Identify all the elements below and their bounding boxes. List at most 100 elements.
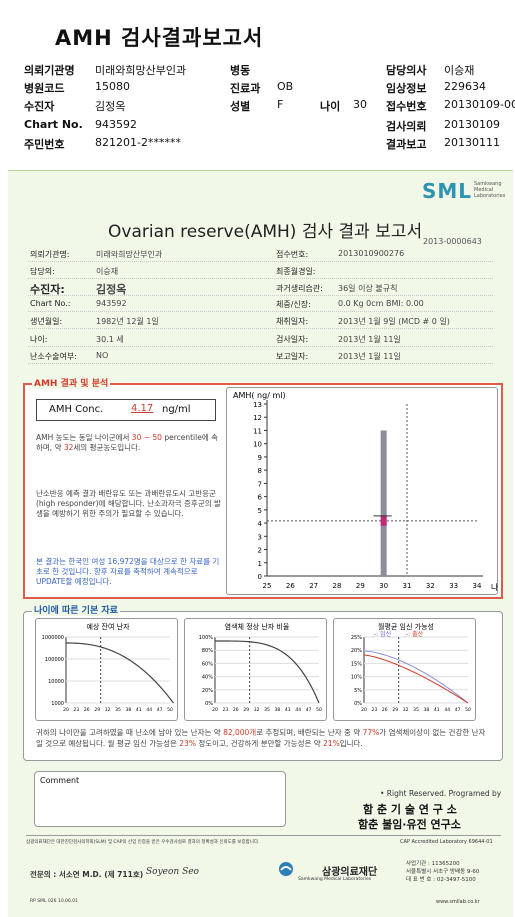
rights-text: • Right Reserved. Programed by (380, 789, 502, 798)
header-value: 20130109 (444, 118, 500, 131)
form-code: RP SML 026 10.06.01 (30, 899, 79, 904)
x-tick-label: 31 (403, 582, 412, 590)
y-tick-label: 1 (258, 560, 262, 568)
header-value: 229634 (444, 80, 486, 93)
x-tick-label: 26 (382, 707, 388, 713)
header-value: 이승재 (444, 64, 475, 77)
header-value: 15080 (95, 80, 130, 93)
x-tick-label: 41 (136, 707, 142, 713)
y-tick-label: 20% (202, 688, 213, 694)
y-tick-label: 2 (258, 547, 262, 555)
header-label: Chart No. (24, 118, 83, 131)
y-tick-label: 10000 (48, 679, 64, 685)
amh-interpretation: AMH 농도는 동일 나이군에서 30 ~ 50 percentile에 속하며… (36, 433, 219, 452)
x-tick-label: 35 (413, 707, 419, 713)
x-tick-label: 47 (455, 707, 461, 713)
field-value: 30.1 세 (96, 335, 124, 344)
x-tick-label: 26 (233, 707, 239, 713)
pregnancy-chart: 월평균 임신 가능성 25% 20% 15% 10% 5% 0%20 23 26 29 32 35 38… (351, 622, 471, 713)
header-value: 943592 (95, 118, 137, 131)
mini-chart-title: 염색체 정상 난자 비율 (225, 622, 290, 631)
doctor-signature: Soyeon Seo (146, 867, 199, 877)
field-value: 36일 이상 불규칙 (338, 284, 398, 293)
x-tick-label: 35 (264, 707, 270, 713)
y-tick-label: 7 (258, 480, 262, 488)
amh-conc-label: AMH Conc. (49, 404, 104, 415)
x-tick-label: 30 (379, 582, 388, 590)
x-tick-label: 23 (74, 707, 80, 713)
y-tick-label: 6 (258, 494, 263, 502)
doctor-name: 전문의 : 서소연 M.D. (제 711호) (30, 870, 144, 879)
x-tick-label: 41 (434, 707, 440, 713)
x-tick-label: 29 (356, 582, 365, 590)
field-label: 수진자: (30, 283, 65, 296)
foundation-en: Samkwang Medical Laboratories (298, 877, 372, 882)
y-tick-label: 40% (202, 675, 213, 681)
range-bar (380, 430, 387, 576)
summary-text: 귀하의 나이만을 고려하였을 때 난소에 남아 있는 난자는 약 82,000개… (36, 728, 486, 748)
y-tick-label: 80% (202, 648, 213, 654)
y-tick-label: 3 (258, 533, 262, 541)
header-label: 병동 (230, 64, 251, 77)
field-value: 미래와희망산부인과 (96, 250, 163, 259)
header-label: 접수번호 (386, 100, 427, 113)
y-tick-label: 10 (253, 441, 262, 449)
y-tick-label: 1000000 (42, 635, 64, 641)
x-tick-label: 28 (333, 582, 342, 590)
field-value: 2013010900276 (338, 249, 405, 258)
x-tick-label: 32 (426, 582, 435, 590)
field-label: 생년월일: (30, 317, 63, 326)
x-axis-label: 나이 (491, 582, 499, 592)
field-label: 보고일자: (276, 352, 309, 361)
field-label: 나이: (30, 335, 48, 344)
contact-info: 사업기관 : 11365200 서울특별시 서초구 방배동 9-60 대 표 번 호… (406, 861, 480, 883)
x-tick-label: 50 (465, 707, 471, 713)
chromosome-curve (214, 640, 320, 704)
y-tick-label: 11 (253, 427, 262, 435)
eggs-curve (65, 642, 174, 704)
certs-text: 삼광의료재단은 대한진단검사의학회(SLM) 및 CAP의 신임 인증을 받은 … (26, 840, 260, 845)
x-tick-label: 35 (115, 707, 121, 713)
foundation-logo-icon (278, 861, 294, 877)
y-tick-label: 0% (354, 701, 362, 707)
field-rule (28, 295, 493, 296)
field-label: 체중/신장: (276, 300, 311, 309)
foundation-name: 삼광의료재단 (322, 867, 378, 878)
x-tick-label: 44 (444, 707, 450, 713)
patient-marker (380, 515, 387, 526)
y-tick-label: 5 (258, 507, 262, 515)
website: www.smllab.co.kr (436, 899, 480, 905)
field-value: 2013년 1월 11일 (338, 352, 401, 361)
report-sheet: SML Samkwang Medical Laboratories Ovarian … (8, 170, 513, 917)
y-tick-label: 15% (351, 661, 362, 667)
y-tick-label: 25% (351, 635, 362, 641)
x-tick-label: 20 (212, 707, 218, 713)
field-label: 난소수술여부: (30, 352, 77, 361)
y-tick-label: 13 (253, 401, 262, 409)
x-tick-label: 25 (263, 582, 272, 590)
field-label: 접수번호: (276, 250, 309, 259)
report-number: 2013-0000643 (423, 237, 482, 246)
field-rule (28, 363, 493, 364)
amh-conc-unit: ng/ml (162, 404, 191, 415)
eggs-chart-box: 예상 잔여 난자 1000000 100000 10000 1000 20 23 26 29 32… (35, 618, 178, 721)
page-title: AMH 검사결과보고서 (55, 26, 264, 50)
y-tick-label: 60% (202, 661, 213, 667)
x-tick-label: 38 (275, 707, 281, 713)
header-label: 담당의사 (386, 64, 427, 77)
amh-data-note: 본 결과는 한국인 여성 16,972명을 대상으로 한 자료를 기초로 한 것… (36, 557, 220, 586)
y-tick-label: 5% (354, 688, 362, 694)
amh-conc-box: AMH Conc. 4.17 ng/ml (36, 399, 216, 421)
header-value: 미래와희망산부인과 (95, 64, 187, 77)
header-value: 821201-2****** (95, 136, 181, 149)
header-label: 병원코드 (24, 82, 65, 95)
field-value: 2013년 1월 11일 (338, 335, 401, 344)
field-value: 2013년 1월 9일 (MCD # 0 일) (338, 317, 450, 326)
x-tick-label: 23 (372, 707, 378, 713)
legend-birth: -: 출산 (406, 630, 424, 638)
x-tick-label: 32 (254, 707, 260, 713)
field-label: 최종월경일: (276, 267, 316, 276)
x-tick-label: 50 (316, 707, 322, 713)
